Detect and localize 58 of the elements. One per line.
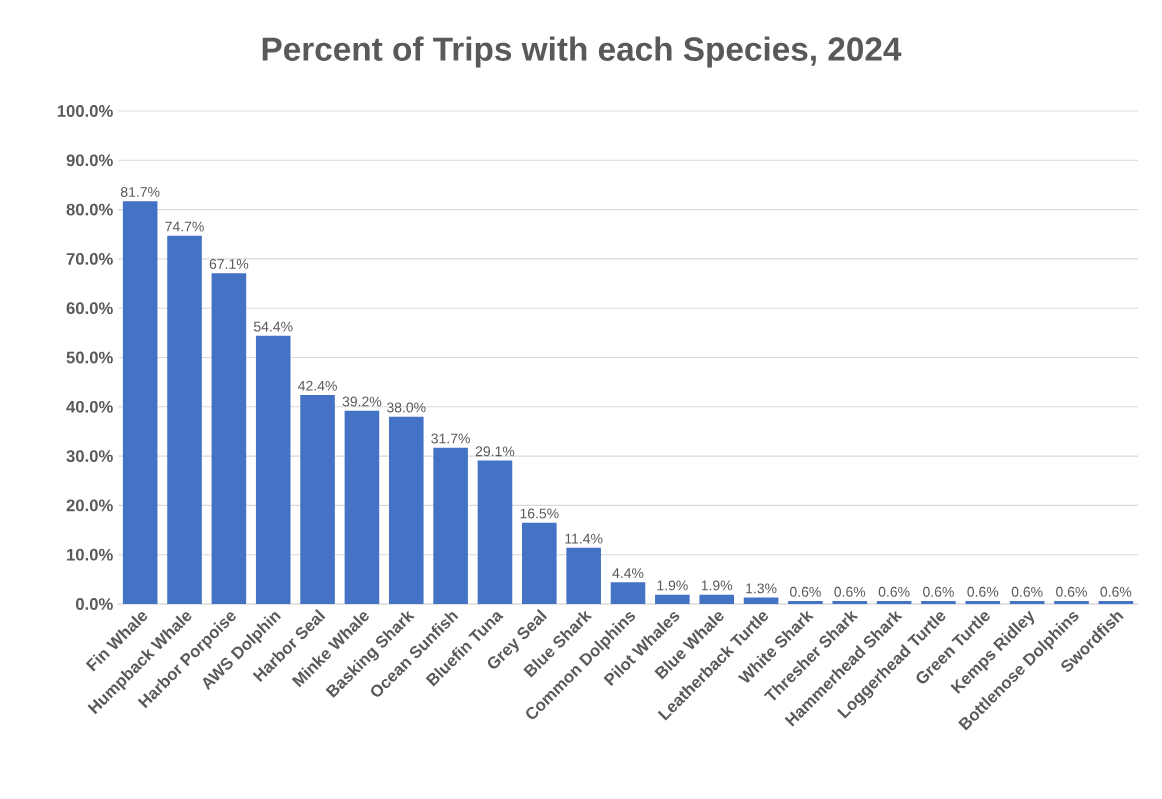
data-label: 31.7% xyxy=(431,433,470,444)
y-tick-label: 60.0% xyxy=(66,302,113,315)
bar xyxy=(832,601,868,604)
data-label: 1.3% xyxy=(746,583,777,594)
y-tick-label: 20.0% xyxy=(66,499,113,512)
bar xyxy=(433,447,468,604)
data-label: 4.4% xyxy=(612,568,644,579)
bar xyxy=(344,410,380,604)
y-tick-label: 10.0% xyxy=(67,548,113,561)
data-label: 0.6% xyxy=(1011,586,1043,597)
data-label: 16.5% xyxy=(520,508,559,519)
data-label: 38.0% xyxy=(386,402,426,413)
bar xyxy=(1009,601,1045,604)
bar xyxy=(699,594,734,604)
y-tick-label: 100.0% xyxy=(57,105,113,117)
y-tick-label: 90.0% xyxy=(66,154,113,167)
bar xyxy=(1054,601,1089,604)
bar xyxy=(876,601,912,604)
bar xyxy=(300,394,335,604)
y-tick-label: 80.0% xyxy=(66,203,113,216)
data-label: 29.1% xyxy=(475,446,515,457)
bar xyxy=(477,460,513,604)
data-label: 81.7% xyxy=(120,187,160,197)
bar xyxy=(921,601,956,604)
data-label: 0.6% xyxy=(967,586,999,597)
data-label: 0.6% xyxy=(834,586,866,597)
data-label: 0.6% xyxy=(1100,586,1132,597)
y-tick-label: 30.0% xyxy=(66,450,113,463)
bar xyxy=(566,547,601,604)
y-tick-label: 50.0% xyxy=(66,351,113,364)
data-label: 74.7% xyxy=(165,221,204,232)
data-label: 11.4% xyxy=(565,533,603,544)
data-label: 1.9% xyxy=(701,580,733,591)
data-label: 67.1% xyxy=(209,259,249,269)
data-label: 0.6% xyxy=(878,586,910,597)
data-label: 54.4% xyxy=(253,321,293,332)
bar xyxy=(522,522,557,604)
data-label: 0.6% xyxy=(789,586,821,597)
data-label: 0.6% xyxy=(923,586,954,597)
y-tick-label: 0.0% xyxy=(75,598,113,610)
data-label: 42.4% xyxy=(298,380,337,391)
bar xyxy=(965,601,1001,604)
data-label: 0.6% xyxy=(1056,586,1087,597)
chart-title: Percent of Trips with each Species, 2024 xyxy=(262,36,902,68)
bar xyxy=(122,201,158,604)
bar xyxy=(255,335,291,604)
bar xyxy=(1098,601,1134,604)
bar xyxy=(655,594,690,604)
bar xyxy=(610,582,646,604)
y-tick-label: 70.0% xyxy=(66,253,113,265)
bar xyxy=(211,273,247,604)
bar xyxy=(388,416,424,604)
bar xyxy=(167,235,202,604)
bar xyxy=(743,597,779,604)
data-label: 39.2% xyxy=(342,396,382,407)
bar xyxy=(788,601,823,604)
y-tick-label: 40.0% xyxy=(66,400,113,413)
data-label: 1.9% xyxy=(657,580,688,591)
